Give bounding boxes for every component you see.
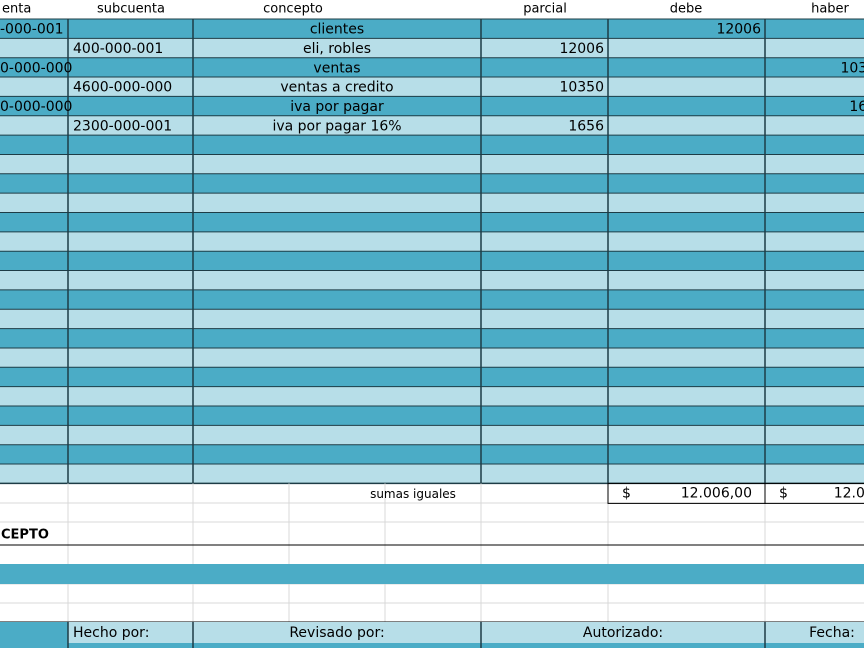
cell-text: 2300-000-001 — [73, 118, 172, 134]
row-band — [0, 251, 864, 271]
cell-text: 4600-000-000 — [73, 80, 172, 96]
row-band — [0, 115, 864, 136]
row-band — [0, 154, 864, 174]
row-band — [0, 367, 864, 387]
row-band — [0, 309, 864, 329]
column-header: subcuenta — [97, 2, 165, 17]
row-band — [0, 231, 864, 252]
row-band — [0, 289, 864, 310]
row-band — [0, 328, 864, 348]
total-box — [764, 482, 864, 504]
cell-text: 12006 — [559, 41, 604, 57]
row-band — [0, 406, 864, 426]
total-haber: 12.006,00 — [834, 485, 864, 501]
signature-label: Autorizado: — [583, 625, 663, 641]
row-band — [0, 386, 864, 406]
concepto-label: CEPTO — [1, 528, 49, 543]
cell-text: 1656 — [568, 118, 604, 134]
row-band — [0, 173, 864, 194]
cell-text: eli, robles — [303, 41, 371, 57]
cell-text: clientes — [310, 22, 364, 38]
cell-text: ventas a credito — [280, 80, 393, 96]
column-header: debe — [670, 2, 703, 17]
band — [0, 564, 864, 584]
totals-label: sumas iguales — [370, 487, 456, 501]
row-band — [0, 193, 864, 213]
cell-text: -000-001 — [0, 22, 64, 38]
cell-text: iva por pagar 16% — [272, 118, 401, 134]
row-band — [0, 19, 864, 39]
column-header: enta — [2, 2, 31, 17]
row-band — [0, 270, 864, 290]
cell-text: 1656 — [849, 99, 864, 115]
signature-label: Hecho por: — [73, 625, 149, 641]
cell-text: 10350 — [840, 60, 864, 76]
cell-text: 0-000-000 — [0, 60, 72, 76]
band — [0, 643, 864, 648]
cell-text: iva por pagar — [290, 99, 384, 115]
row-band — [0, 212, 864, 232]
row-band — [0, 96, 864, 116]
row-band — [0, 464, 864, 484]
currency: $ — [779, 485, 788, 501]
row-band — [0, 444, 864, 465]
column-header: concepto — [263, 2, 323, 17]
row-band — [0, 135, 864, 155]
row-band — [0, 347, 864, 368]
cell-text: 12006 — [716, 22, 761, 38]
signature-label: Fecha: — [809, 625, 855, 641]
row-band — [0, 57, 864, 78]
row-band — [0, 425, 864, 445]
signature-label: Revisado por: — [289, 625, 384, 641]
cell-text: ventas — [313, 60, 360, 76]
column-header: haber — [811, 2, 849, 17]
row-band — [0, 77, 864, 97]
currency: $ — [622, 485, 631, 501]
cell-text: 400-000-001 — [73, 41, 163, 57]
cell-text: 0-000-000 — [0, 99, 72, 115]
column-header: parcial — [523, 2, 567, 17]
row-band — [0, 38, 864, 58]
cell-text: 10350 — [559, 80, 604, 96]
total-debe: 12.006,00 — [681, 485, 752, 501]
